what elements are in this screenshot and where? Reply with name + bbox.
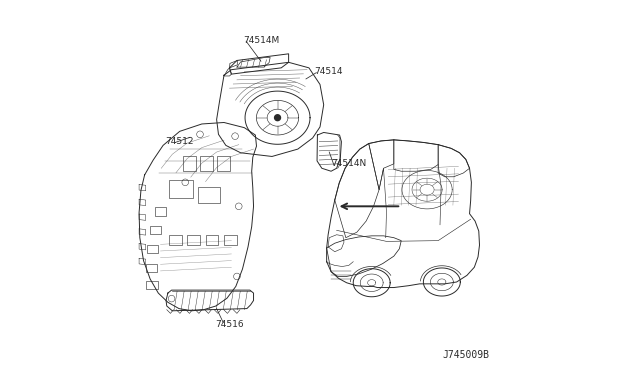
Text: J745009B: J745009B <box>443 350 490 359</box>
Text: 74514: 74514 <box>314 67 343 76</box>
Text: 74516: 74516 <box>215 320 243 329</box>
Text: 74512: 74512 <box>165 137 193 146</box>
Text: 74514N: 74514N <box>331 159 366 169</box>
Text: 74514M: 74514M <box>243 36 280 45</box>
Circle shape <box>275 115 280 121</box>
